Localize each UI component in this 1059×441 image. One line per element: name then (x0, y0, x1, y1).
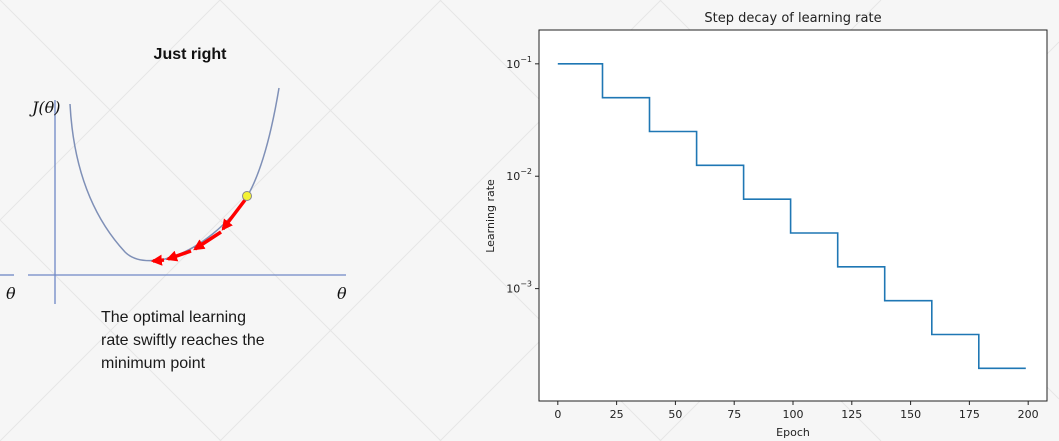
x-tick-label: 50 (668, 408, 682, 421)
x-tick-label: 150 (900, 408, 921, 421)
caption-line-3: minimum point (101, 355, 206, 372)
left-panel-title: Just right (154, 46, 228, 63)
x-tick-label: 25 (610, 408, 624, 421)
x-tick-label: 100 (783, 408, 804, 421)
step-arrow-1 (221, 198, 247, 231)
step-arrow-3 (165, 249, 192, 262)
x-axis-label-left: θ (6, 284, 16, 303)
series-line-learning-rate (557, 63, 1026, 370)
step-arrow-4 (150, 254, 165, 266)
plot-frame (538, 29, 1048, 402)
x-axis-ticks: 0 25 50 75 100 125 150 175 200 (554, 401, 1039, 421)
x-tick-label: 0 (554, 408, 561, 421)
x-tick-label: 125 (841, 408, 862, 421)
x-tick-label: 75 (727, 408, 741, 421)
start-point-marker (242, 191, 252, 201)
cost-curve (69, 87, 280, 262)
chart: Step decay of learning rate 0 25 50 75 100 12… (484, 11, 1048, 439)
caption-line-2: rate swiftly reaches the (101, 332, 265, 349)
x-tick-label: 175 (959, 408, 980, 421)
x-tick-label: 200 (1018, 408, 1039, 421)
y-tick-label: 10−3 (506, 280, 532, 296)
step-arrow-2 (193, 230, 222, 251)
caption-line-1: The optimal learning (101, 309, 246, 326)
left-panel: Just right J(θ) θ θ (0, 46, 347, 304)
y-axis-ticks: 10−1 10−2 10−3 (506, 55, 539, 296)
gradient-step-arrows (150, 198, 247, 266)
y-axis-title: Learning rate (484, 179, 497, 253)
y-tick-label: 10−1 (506, 55, 532, 71)
y-axis-label: J(θ) (29, 98, 61, 117)
y-tick-label: 10−2 (506, 167, 532, 183)
chart-title: Step decay of learning rate (704, 11, 881, 26)
x-axis-label-right: θ (337, 284, 347, 303)
x-axis-title: Epoch (776, 426, 810, 439)
